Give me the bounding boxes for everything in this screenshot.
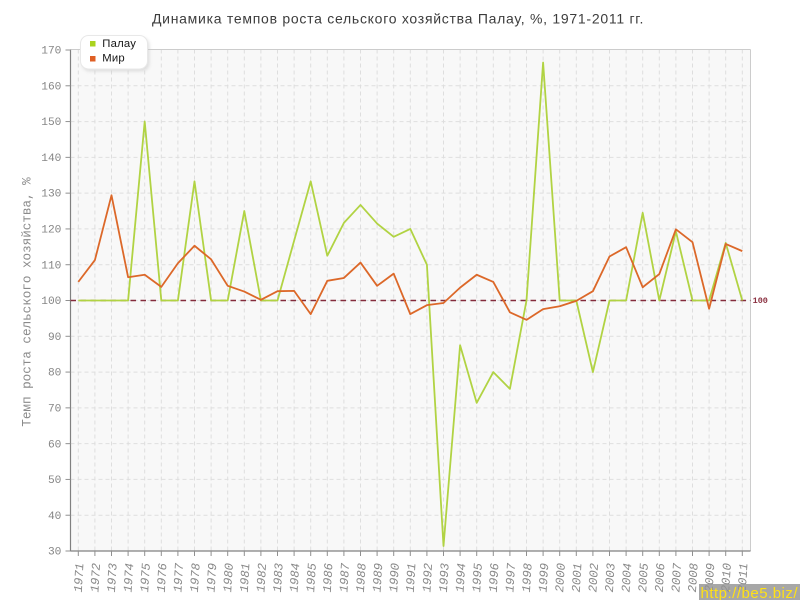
svg-text:1999: 1999 [537, 563, 553, 593]
svg-text:2005: 2005 [636, 563, 652, 593]
svg-text:1998: 1998 [520, 563, 536, 593]
svg-text:30: 30 [48, 547, 62, 559]
svg-text:Палау: Палау [102, 38, 136, 50]
svg-text:1984: 1984 [288, 563, 304, 593]
svg-text:100: 100 [41, 296, 61, 308]
svg-text:50: 50 [48, 475, 62, 487]
svg-text:170: 170 [41, 46, 61, 58]
svg-text:1993: 1993 [437, 563, 453, 593]
svg-text:1988: 1988 [354, 563, 370, 593]
svg-text:90: 90 [48, 332, 62, 344]
svg-text:1981: 1981 [238, 563, 254, 593]
svg-text:1986: 1986 [321, 563, 337, 593]
svg-text:2006: 2006 [653, 563, 669, 593]
svg-text:1992: 1992 [420, 563, 436, 593]
svg-text:1989: 1989 [371, 563, 387, 593]
svg-text:Мир: Мир [102, 52, 125, 64]
svg-text:2002: 2002 [586, 563, 602, 593]
svg-text:40: 40 [48, 511, 62, 523]
svg-text:140: 140 [41, 153, 61, 165]
svg-text:110: 110 [41, 260, 61, 272]
svg-text:2001: 2001 [570, 563, 586, 593]
svg-text:1985: 1985 [304, 563, 320, 593]
svg-text:2003: 2003 [603, 563, 619, 593]
svg-text:1995: 1995 [470, 563, 486, 593]
svg-text:1996: 1996 [487, 563, 503, 593]
svg-text:1971: 1971 [72, 563, 88, 593]
svg-text:60: 60 [48, 439, 62, 451]
svg-text:1974: 1974 [122, 563, 138, 593]
svg-text:80: 80 [48, 368, 62, 380]
svg-text:1973: 1973 [105, 563, 121, 593]
svg-text:100: 100 [753, 296, 768, 306]
svg-text:1987: 1987 [337, 562, 353, 593]
svg-text:Динамика темпов роста сельског: Динамика темпов роста сельского хозяйств… [152, 11, 644, 27]
svg-text:1975: 1975 [138, 563, 154, 593]
svg-text:1976: 1976 [155, 563, 171, 593]
svg-text:120: 120 [41, 225, 61, 237]
svg-text:1983: 1983 [271, 563, 287, 593]
svg-text:1979: 1979 [205, 563, 221, 593]
svg-text:1982: 1982 [254, 563, 270, 593]
svg-text:70: 70 [48, 403, 62, 415]
svg-text:1994: 1994 [454, 563, 470, 593]
svg-text:Темп роста сельского хозяйства: Темп роста сельского хозяйства, % [21, 177, 35, 427]
svg-text:1978: 1978 [188, 563, 204, 593]
svg-text:1990: 1990 [387, 563, 403, 593]
svg-text:150: 150 [41, 117, 61, 129]
svg-text:2007: 2007 [669, 562, 685, 593]
svg-text:1972: 1972 [88, 563, 104, 593]
svg-text:2004: 2004 [620, 563, 636, 593]
svg-text:1997: 1997 [503, 562, 519, 593]
svg-text:2000: 2000 [553, 563, 569, 593]
svg-text:1977: 1977 [171, 562, 187, 593]
svg-text:130: 130 [41, 189, 61, 201]
svg-text:1980: 1980 [221, 563, 237, 593]
svg-text:1991: 1991 [404, 563, 420, 593]
svg-text:160: 160 [41, 81, 61, 93]
svg-text:http://be5.biz/: http://be5.biz/ [701, 585, 799, 600]
svg-text:2008: 2008 [686, 563, 702, 593]
